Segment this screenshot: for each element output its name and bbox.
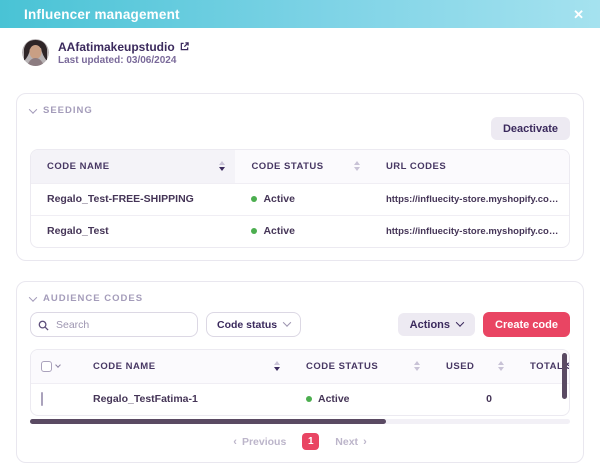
chevron-down-icon[interactable] (55, 362, 61, 369)
seeding-col-url-codes: URL CODES (369, 150, 569, 183)
code-status-filter[interactable]: Code status (206, 312, 302, 337)
influencer-profile: AAfatimakeupstudio Last updated: 03/06/2… (22, 39, 576, 66)
code-name-cell: Regalo_TestFatima-1 (77, 382, 290, 415)
audience-table-header-row: CODE NAME CODE STATUS (31, 350, 569, 383)
search-input[interactable] (30, 312, 198, 337)
pagination: ‹ Previous 1 Next › (30, 433, 570, 450)
audience-col-total[interactable]: TOTAL S (514, 350, 569, 383)
horizontal-scrollbar-thumb[interactable] (30, 419, 387, 424)
previous-page-button[interactable]: ‹ Previous (233, 435, 287, 448)
row-select-cell (31, 382, 77, 415)
seeding-section: SEEDING Deactivate CODE NAME (16, 93, 584, 261)
sort-icon[interactable] (219, 161, 226, 172)
seeding-section-label: SEEDING (43, 105, 93, 116)
search-icon (38, 318, 49, 336)
table-row[interactable]: Regalo_TestFatima-1 Active 0 (31, 382, 569, 415)
seeding-col-code-status[interactable]: CODE STATUS (235, 150, 370, 183)
chevron-down-icon (28, 292, 38, 302)
code-status-cell: Active (290, 382, 430, 415)
sort-icon[interactable] (274, 361, 280, 372)
audience-controls: Code status Actions Create code (30, 312, 570, 337)
status-active-dot (251, 228, 258, 235)
chevron-down-icon (455, 317, 465, 327)
code-name-cell: Regalo_Test (31, 214, 236, 247)
used-cell: 0 (430, 382, 514, 415)
avatar (22, 39, 49, 66)
audience-section-label: AUDIENCE CODES (43, 293, 144, 304)
current-page-button[interactable]: 1 (302, 433, 320, 450)
horizontal-scrollbar-track[interactable] (30, 419, 570, 424)
actions-button[interactable]: Actions (397, 313, 476, 336)
sort-icon[interactable] (414, 361, 420, 372)
next-page-button[interactable]: Next › (335, 435, 367, 448)
total-cell (514, 382, 569, 415)
create-code-button[interactable]: Create code (483, 312, 570, 337)
chevron-down-icon (282, 317, 292, 327)
close-icon[interactable]: ✕ (573, 6, 584, 22)
status-active-dot (306, 396, 312, 403)
chevron-right-icon: › (363, 435, 367, 448)
select-all-cell (31, 350, 77, 383)
audience-codes-section: AUDIENCE CODES Code status Actions Cre (16, 281, 584, 463)
url-code-cell[interactable]: https://influecity-store.myshopify.com/.… (369, 214, 569, 247)
table-row[interactable]: Regalo_Test-FREE-SHIPPING Active https:/… (31, 182, 569, 215)
seeding-section-header[interactable]: SEEDING (28, 104, 570, 116)
modal-title: Influencer management (24, 6, 180, 22)
modal-header: Influencer management ✕ (0, 0, 600, 28)
sort-icon[interactable] (353, 161, 360, 172)
seeding-col-code-name[interactable]: CODE NAME (31, 150, 236, 183)
external-link-icon[interactable] (180, 42, 189, 51)
audience-col-code-status[interactable]: CODE STATUS (290, 350, 430, 383)
influencer-name: AAfatimakeupstudio (58, 39, 175, 54)
code-status-cell: Active (235, 214, 370, 247)
code-status-cell: Active (235, 182, 370, 215)
row-checkbox[interactable] (41, 392, 43, 407)
url-code-cell[interactable]: https://influecity-store.myshopify.com/.… (369, 182, 569, 215)
deactivate-button[interactable]: Deactivate (490, 117, 570, 140)
code-name-cell: Regalo_Test-FREE-SHIPPING (31, 182, 236, 215)
status-active-dot (251, 196, 258, 202)
chevron-left-icon: ‹ (233, 435, 237, 448)
seeding-table-header-row: CODE NAME CODE STATUS URL CODES (31, 150, 569, 183)
sort-icon[interactable] (498, 361, 504, 372)
audience-codes-table: CODE NAME CODE STATUS (30, 349, 570, 416)
audience-col-code-name[interactable]: CODE NAME (77, 350, 290, 383)
table-row[interactable]: Regalo_Test Active https://influecity-st… (31, 214, 569, 247)
seeding-table: CODE NAME CODE STATUS URL CODES (30, 149, 570, 248)
vertical-scrollbar[interactable] (562, 353, 567, 399)
chevron-down-icon (28, 104, 38, 114)
audience-col-used[interactable]: USED (430, 350, 514, 383)
select-all-checkbox[interactable] (41, 360, 52, 372)
last-updated-text: Last updated: 03/06/2024 (58, 54, 177, 66)
audience-section-header[interactable]: AUDIENCE CODES (28, 292, 570, 304)
